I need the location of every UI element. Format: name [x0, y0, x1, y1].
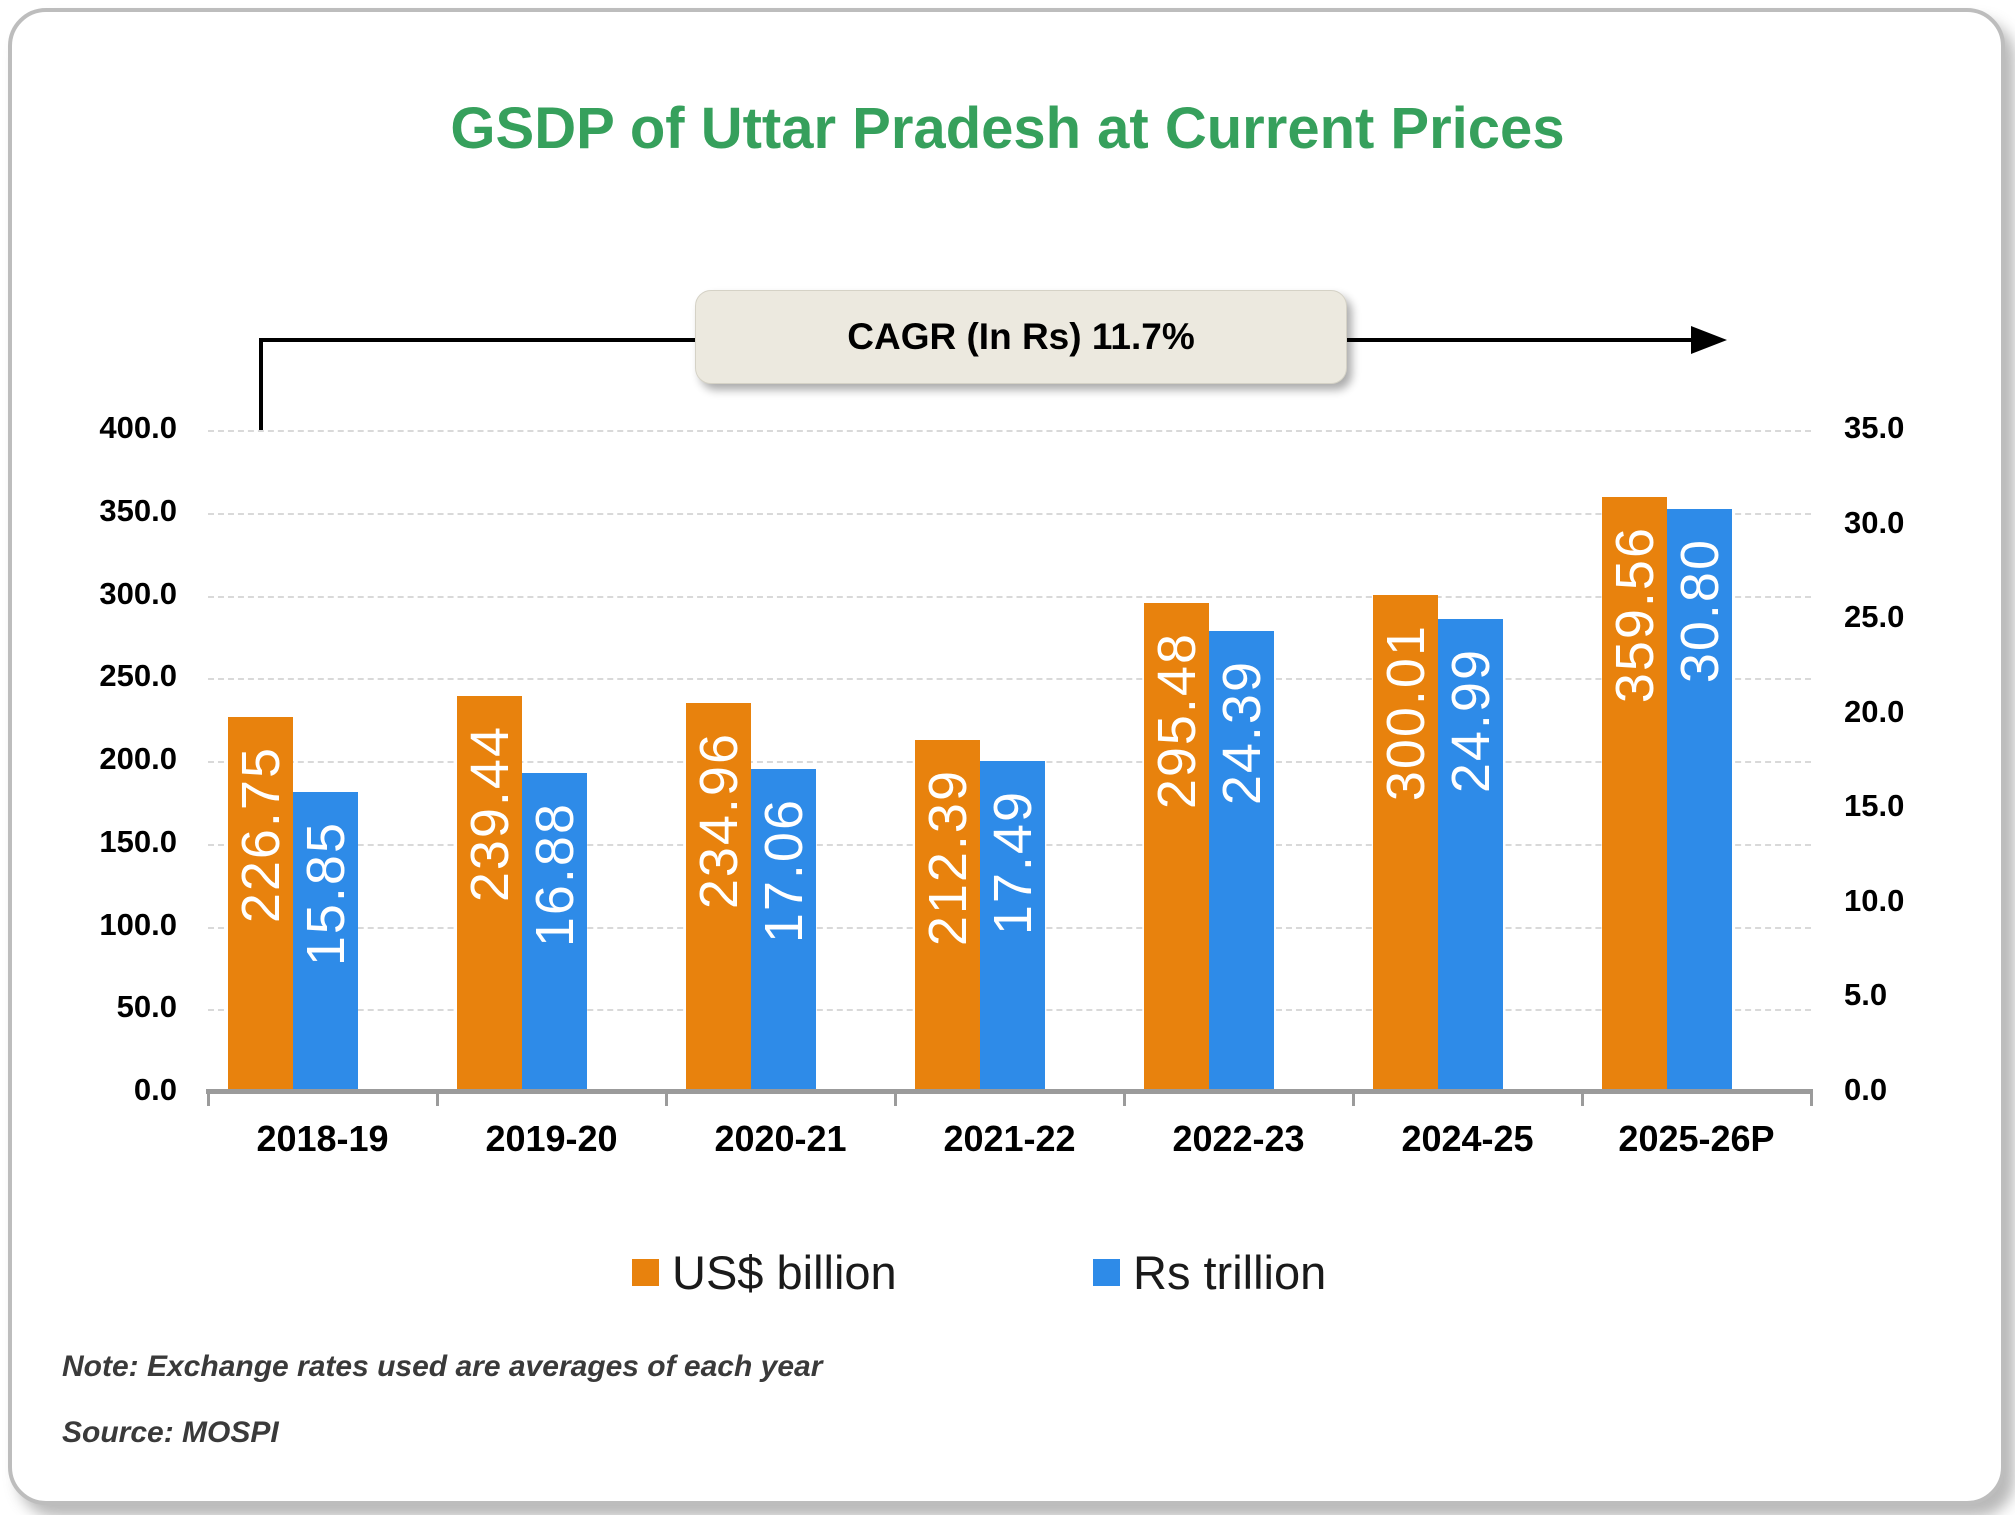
- bar-value-label-2018-19-0: 226.75: [230, 745, 291, 923]
- left-axis-tick-150.0: 150.0: [99, 823, 177, 859]
- left-axis-tick-300.0: 300.0: [99, 575, 177, 611]
- right-axis-tick-5.0: 5.0: [1844, 977, 1888, 1013]
- bar-rs-trillion-2020-21: [751, 769, 816, 1092]
- legend-label-rs-trillion: Rs trillion: [1133, 1245, 1327, 1299]
- category-label-2020-21: 2020-21: [714, 1118, 847, 1159]
- bar-rs-trillion-2024-25: [1438, 619, 1503, 1092]
- category-label-2024-25: 2024-25: [1401, 1118, 1534, 1159]
- left-axis-tick-200.0: 200.0: [99, 741, 177, 776]
- bar-value-label-2018-19-1: 15.85: [295, 821, 356, 967]
- bar-value-label-2019-20-0: 239.44: [459, 724, 520, 902]
- source-note: Source: MOSPI: [62, 1416, 279, 1449]
- legend-marker-us-billion: [632, 1258, 659, 1286]
- cagr-arrowhead-icon: [1691, 326, 1727, 354]
- cagr-callout: CAGR (In Rs) 11.7%: [695, 290, 1347, 384]
- x-axis-tick-4: [1123, 1089, 1126, 1106]
- left-axis-tick-250.0: 250.0: [99, 658, 177, 694]
- bar-us-billion-2020-21: [686, 703, 751, 1092]
- gridline-350.0: [208, 512, 1811, 515]
- bar-rs-trillion-2019-20: [522, 772, 587, 1092]
- bar-rs-trillion-2018-19: [293, 792, 358, 1092]
- bar-rs-trillion-2022-23: [1209, 630, 1274, 1092]
- category-label-2025-26P: 2025-26P: [1618, 1118, 1775, 1159]
- left-axis-tick-100.0: 100.0: [99, 906, 177, 942]
- bar-value-label-2022-23-0: 295.48: [1146, 631, 1207, 810]
- chart-title: GSDP of Uttar Pradesh at Current Prices: [450, 96, 1565, 161]
- bar-rs-trillion-2025-26P: [1667, 509, 1732, 1092]
- bar-us-billion-2019-20: [457, 695, 522, 1092]
- bar-value-label-2025-26P-0: 359.56: [1604, 525, 1665, 704]
- right-axis-tick-10.0: 10.0: [1844, 882, 1905, 918]
- left-axis-tick-50.0: 50.0: [116, 989, 177, 1025]
- x-axis-line: [206, 1089, 1813, 1094]
- x-axis-tick-5: [1352, 1089, 1355, 1106]
- right-axis-tick-20.0: 20.0: [1844, 693, 1905, 729]
- x-axis-tick-2: [665, 1089, 668, 1106]
- category-label-2018-19: 2018-19: [256, 1118, 389, 1159]
- legend-item-us-billion: US$ billion: [632, 1246, 897, 1299]
- legend-label-us-billion: US$ billion: [672, 1245, 897, 1299]
- category-label-2021-22: 2021-22: [943, 1118, 1076, 1159]
- bar-value-label-2024-25-1: 24.99: [1440, 648, 1501, 794]
- x-axis-tick-3: [894, 1089, 897, 1106]
- gridline-250.0: [208, 678, 1811, 681]
- right-axis-tick-35.0: 35.0: [1844, 410, 1905, 445]
- bar-us-billion-2024-25: [1373, 595, 1438, 1092]
- bar-us-billion-2022-23: [1144, 602, 1209, 1092]
- bar-value-label-2022-23-1: 24.39: [1211, 659, 1272, 805]
- right-axis-tick-0.0: 0.0: [1844, 1072, 1888, 1107]
- bar-value-label-2021-22-0: 212.39: [917, 769, 978, 947]
- cagr-label: CAGR (In Rs) 11.7%: [847, 316, 1195, 357]
- x-axis-tick-0: [207, 1089, 210, 1106]
- bar-rs-trillion-2021-22: [980, 761, 1045, 1092]
- right-axis-tick-15.0: 15.0: [1844, 788, 1905, 824]
- left-axis-tick-400.0: 400.0: [99, 410, 177, 445]
- bar-value-label-2024-25-0: 300.01: [1375, 624, 1436, 802]
- category-label-2019-20: 2019-20: [485, 1118, 618, 1159]
- category-label-2022-23: 2022-23: [1172, 1118, 1305, 1159]
- right-axis-tick-25.0: 25.0: [1844, 599, 1905, 635]
- bar-us-billion-2025-26P: [1602, 496, 1667, 1092]
- bar-us-billion-2021-22: [915, 740, 980, 1092]
- bar-us-billion-2018-19: [228, 716, 293, 1092]
- x-axis-tick-7: [1810, 1089, 1813, 1106]
- cagr-arrow-vertical-line: [259, 338, 263, 432]
- x-axis-tick-1: [436, 1089, 439, 1106]
- left-axis-tick-0.0: 0.0: [133, 1072, 177, 1107]
- gridline-400.0: [208, 430, 1811, 432]
- legend-marker-rs-trillion: [1093, 1258, 1120, 1286]
- legend-item-rs-trillion: Rs trillion: [1093, 1246, 1326, 1299]
- footnote: Note: Exchange rates used are averages o…: [62, 1350, 823, 1383]
- bar-value-label-2020-21-0: 234.96: [688, 732, 749, 910]
- left-axis-tick-350.0: 350.0: [99, 492, 177, 528]
- right-axis-tick-30.0: 30.0: [1844, 504, 1905, 540]
- x-axis-tick-6: [1581, 1089, 1584, 1106]
- gridline-300.0: [208, 595, 1811, 598]
- bar-value-label-2025-26P-1: 30.80: [1669, 538, 1730, 684]
